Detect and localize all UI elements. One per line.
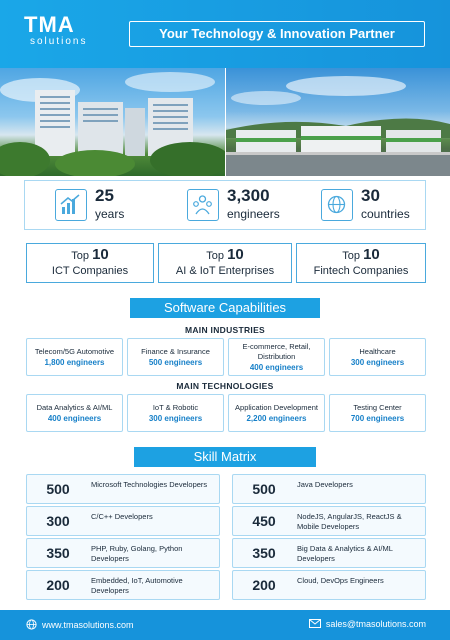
mail-icon [308, 619, 321, 630]
ranking-ai-iot: Top 10 AI & IoT Enterprises [158, 243, 292, 283]
industry-name: Finance & Insurance [141, 346, 210, 356]
skill-row: 350 Big Data & Analytics & AI/ML Develop… [232, 538, 426, 568]
ranking-label: Fintech Companies [313, 265, 409, 277]
campus-photo [226, 68, 450, 176]
industry-engineers: 300 engineers [350, 357, 405, 367]
industry-name: Healthcare [359, 346, 396, 356]
header-banner: TMA solutions Your Technology & Innovati… [0, 0, 450, 68]
technology-engineers: 300 engineers [148, 413, 203, 423]
stat-engineers-value: 3,300 [227, 186, 270, 205]
main-industries-heading: MAIN INDUSTRIES [184, 325, 266, 335]
skill-count: 500 [46, 481, 70, 497]
skill-count: 450 [252, 513, 276, 529]
technology-card: Application Development 2,200 engineers [228, 394, 325, 432]
skill-name: Cloud, DevOps Engineers [297, 576, 384, 585]
stats-bar: 25 years 3,300 engineers 30 countries [24, 180, 426, 230]
ranking-prefix: Top [342, 250, 360, 262]
technology-name: Application Development [235, 402, 318, 412]
brand-name: TMA [24, 12, 75, 37]
industry-engineers: 500 engineers [148, 357, 203, 367]
skill-name: Java Developers [297, 480, 353, 489]
email-text: sales@tmasolutions.com [325, 619, 426, 629]
skill-count: 350 [252, 545, 276, 561]
technology-engineers: 700 engineers [350, 413, 405, 423]
industry-engineers: 400 engineers [249, 362, 304, 372]
skill-count: 300 [46, 513, 70, 529]
team-icon [187, 189, 219, 221]
skill-name: Big Data & Analytics & AI/ML Developers [297, 544, 393, 563]
skill-row: 500 Microsoft Technologies Developers [26, 474, 220, 504]
stat-years-label: years [95, 207, 125, 221]
technology-name: IoT & Robotic [152, 402, 199, 412]
ranking-label: ICT Companies [51, 265, 129, 277]
ranking-number: 10 [92, 246, 109, 263]
footer: www.tmasolutions.com sales@tmasolutions.… [0, 610, 450, 640]
skill-row: 450 NodeJS, AngularJS, ReactJS & Mobile … [232, 506, 426, 536]
stat-engineers-label: engineers [227, 207, 280, 221]
ranking-ict: Top 10 ICT Companies [26, 243, 154, 283]
growth-chart-icon [55, 189, 87, 221]
stat-countries-value: 30 [361, 186, 380, 205]
ranking-number: 10 [363, 246, 380, 263]
skill-name: NodeJS, AngularJS, ReactJS & Mobile Deve… [297, 512, 402, 531]
industry-card: Telecom/5G Automotive 1,800 engineers [26, 338, 123, 376]
brand-logo: TMA solutions [24, 12, 88, 48]
industry-engineers: 1,800 engineers [44, 357, 105, 367]
stat-years: 25 years [55, 185, 155, 225]
ranking-prefix: Top [206, 250, 224, 262]
skill-count: 500 [252, 481, 276, 497]
ranking-label: AI & IoT Enterprises [175, 265, 275, 277]
industry-card: Healthcare 300 engineers [329, 338, 426, 376]
website-link[interactable]: www.tmasolutions.com [26, 619, 134, 632]
stat-engineers: 3,300 engineers [187, 185, 297, 225]
globe-icon [321, 189, 353, 221]
skill-name: Microsoft Technologies Developers [91, 480, 208, 489]
industry-card: Finance & Insurance 500 engineers [127, 338, 224, 376]
skill-row: 500 Java Developers [232, 474, 426, 504]
main-technologies-heading: MAIN TECHNOLOGIES [176, 381, 274, 391]
skill-count: 350 [46, 545, 70, 561]
technology-card: Testing Center 700 engineers [329, 394, 426, 432]
skill-row: 300 C/C++ Developers [26, 506, 220, 536]
skill-name: C/C++ Developers [91, 512, 153, 521]
technology-card: IoT & Robotic 300 engineers [127, 394, 224, 432]
skill-row: 200 Cloud, DevOps Engineers [232, 570, 426, 600]
skill-name: PHP, Ruby, Golang, Python Developers [91, 544, 183, 563]
technology-engineers: 400 engineers [47, 413, 102, 423]
industry-name: E-commerce, Retail, Distribution [242, 341, 311, 361]
office-building-photo [0, 68, 225, 176]
website-text: www.tmasolutions.com [42, 619, 134, 630]
skill-matrix-title: Skill Matrix [134, 447, 316, 467]
software-capabilities-title: Software Capabilities [130, 298, 320, 318]
technology-name: Data Analytics & AI/ML [36, 402, 113, 412]
stat-years-value: 25 [95, 186, 114, 205]
industry-name: Telecom/5G Automotive [34, 346, 115, 356]
email-link[interactable]: sales@tmasolutions.com [308, 619, 426, 630]
industry-card: E-commerce, Retail, Distribution 400 eng… [228, 338, 325, 376]
skill-row: 200 Embedded, IoT, Automotive Developers [26, 570, 220, 600]
ranking-number: 10 [227, 246, 244, 263]
globe-icon [26, 619, 37, 632]
skill-count: 200 [252, 577, 276, 593]
brand-sub: solutions [30, 36, 88, 47]
technology-engineers: 2,200 engineers [246, 413, 307, 423]
technology-card: Data Analytics & AI/ML 400 engineers [26, 394, 123, 432]
technology-name: Testing Center [353, 402, 402, 412]
ranking-fintech: Top 10 Fintech Companies [296, 243, 426, 283]
skill-count: 200 [46, 577, 70, 593]
stat-countries: 30 countries [321, 185, 421, 225]
skill-name: Embedded, IoT, Automotive Developers [91, 576, 183, 595]
tagline: Your Technology & Innovation Partner [129, 21, 425, 47]
ranking-prefix: Top [71, 250, 89, 262]
skill-row: 350 PHP, Ruby, Golang, Python Developers [26, 538, 220, 568]
stat-countries-label: countries [361, 207, 410, 221]
